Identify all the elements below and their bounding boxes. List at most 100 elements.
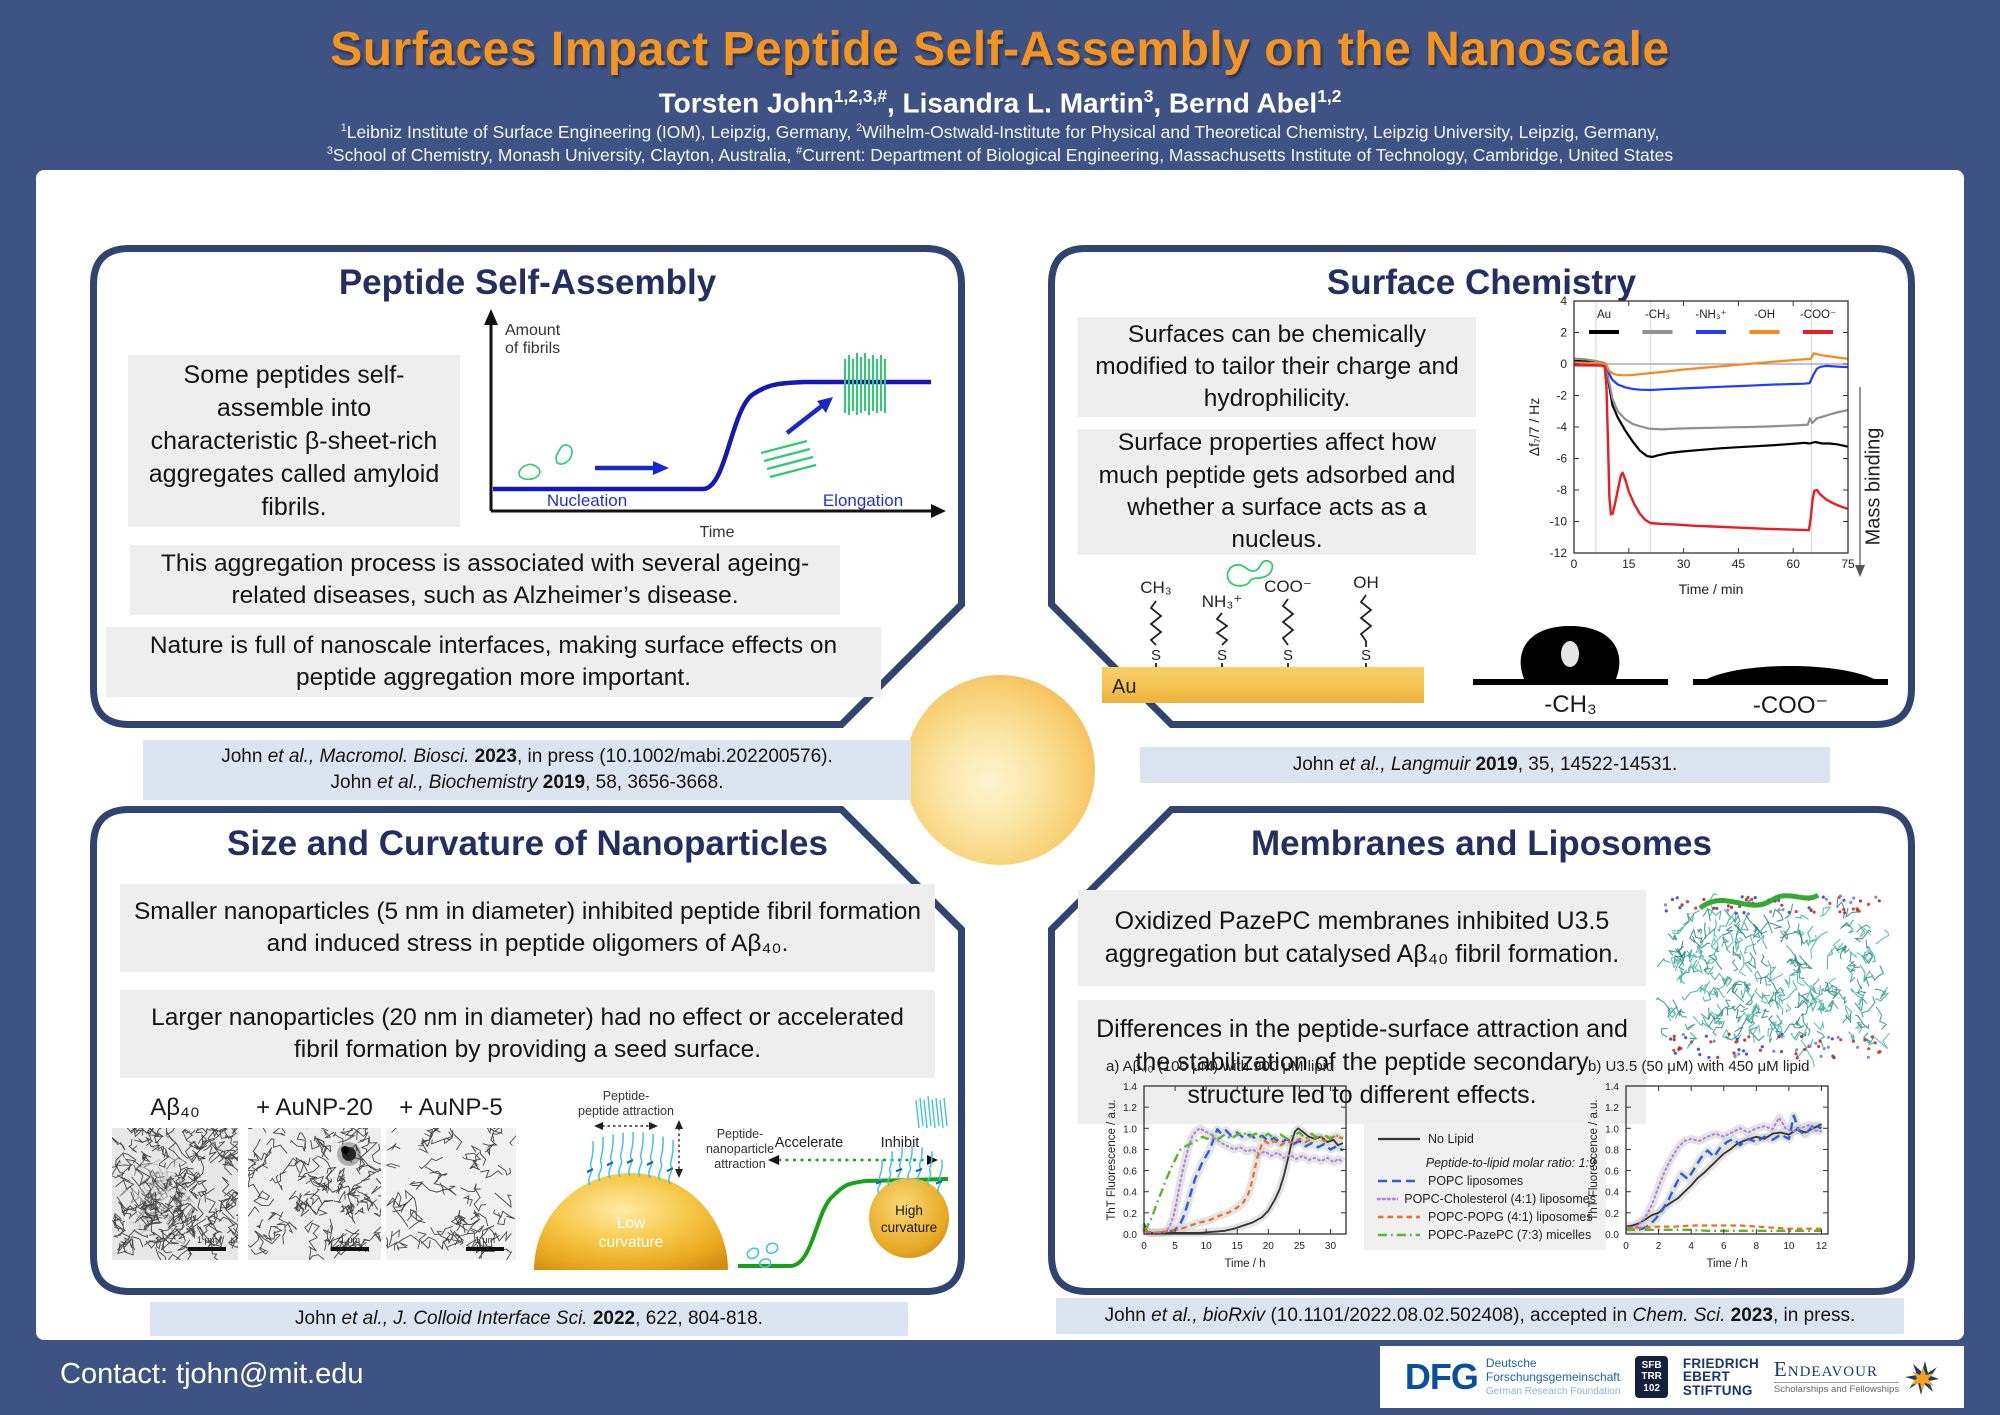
svg-text:0.0: 0.0	[1123, 1230, 1137, 1241]
contact-angle-image-coo	[1693, 666, 1888, 685]
svg-text:-2: -2	[1556, 389, 1567, 403]
peptide-np-label-1: Peptide-	[717, 1127, 764, 1141]
endeavour-name: Endeavour	[1773, 1357, 1878, 1381]
sfb-line2: TRR	[1641, 1371, 1662, 1383]
low-curvature-nanoparticle	[534, 1173, 728, 1270]
svg-text:-NH₃⁺: -NH₃⁺	[1695, 309, 1726, 321]
svg-text:2: 2	[1560, 326, 1567, 340]
panel-nanoparticles: Size and Curvature of Nanoparticles Smal…	[90, 806, 965, 1295]
svg-text:10: 10	[1783, 1241, 1795, 1252]
svg-text:0.4: 0.4	[1605, 1188, 1619, 1199]
elongation-label: Elongation	[823, 491, 903, 510]
affiliations-line-2: 3School of Chemistry, Monash University,…	[326, 145, 1674, 165]
svg-text:10: 10	[1201, 1241, 1213, 1252]
contact-info: Contact: tjohn@mit.edu	[60, 1358, 364, 1390]
svg-text:0: 0	[1141, 1241, 1147, 1252]
fibril-growth-curve	[493, 379, 931, 492]
sulfur-label: S	[1217, 647, 1227, 664]
peptide-surface-textbox: Differences in the peptide-surface attra…	[1078, 1000, 1646, 1124]
low-curvature-label-2: curvature	[599, 1234, 664, 1251]
monomer-icons	[746, 1242, 779, 1269]
high-curvature-label-1: High	[895, 1203, 923, 1218]
small-nanoparticles-textbox: Smaller nanoparticles (5 nm in diameter)…	[120, 884, 935, 972]
headgroup-coo-label: COO⁻	[1264, 577, 1312, 596]
dfg-line2: Forschungsgemeinschaft	[1485, 1369, 1620, 1384]
panel-membranes: Membranes and Liposomes Oxidized PazePC …	[1048, 806, 1915, 1295]
thiol-chains	[1149, 594, 1373, 667]
sfb-trr102-logo: SFB TRR 102	[1635, 1355, 1668, 1399]
peptide-intro-textbox: Some peptides self-assemble into charact…	[128, 355, 460, 527]
fes-line2: EBERT	[1682, 1369, 1731, 1385]
nucleation-label: Nucleation	[547, 491, 627, 510]
fes-line3: STIFTUNG	[1682, 1382, 1753, 1398]
gold-substrate	[1102, 667, 1424, 703]
dfg-line1: Deutsche	[1485, 1356, 1537, 1371]
svg-text:-6: -6	[1556, 452, 1567, 466]
panel-title: Size and Curvature of Nanoparticles	[227, 824, 828, 863]
fes-line1: FRIEDRICH	[1682, 1356, 1760, 1372]
sulfur-label: S	[1151, 647, 1161, 664]
low-curvature-peptides	[586, 1131, 674, 1186]
reference-line: John et al., Langmuir 2019, 35, 14522-14…	[1292, 754, 1678, 776]
tem-image-ab40: 1 μm	[112, 1128, 238, 1260]
svg-text:0.6: 0.6	[1123, 1167, 1137, 1178]
dfg-subtitle: German Research Foundation	[1485, 1385, 1621, 1397]
endeavour-logo: Endeavour Scholarships and Fellowships	[1773, 1357, 1940, 1395]
tem-label-ab40: Aβ₄₀	[150, 1094, 200, 1121]
sulfur-label: S	[1283, 647, 1293, 664]
affiliations-line-1: 1Leibniz Institute of Surface Engineerin…	[340, 122, 1660, 142]
chart-b-title: b) U3.5 (50 μM) with 450 μM lipid	[1588, 1058, 1810, 1075]
svg-text:Time / h: Time / h	[1706, 1258, 1747, 1270]
svg-text:1.2: 1.2	[1605, 1103, 1619, 1114]
svg-text:30: 30	[1325, 1241, 1337, 1252]
low-curvature-label-1: Low	[617, 1215, 646, 1232]
accelerate-label: Accelerate	[775, 1135, 844, 1151]
svg-text:ThT Fluorescence / a.u.: ThT Fluorescence / a.u.	[1106, 1099, 1118, 1220]
svg-text:-12: -12	[1550, 546, 1568, 560]
dfg-logo: DFG Deutsche Forschungsgemeinschaft Germ…	[1405, 1356, 1621, 1398]
diagram-ylabel-line1: Amount	[505, 322, 561, 339]
svg-text:5: 5	[1172, 1241, 1178, 1252]
svg-text:20: 20	[1263, 1241, 1275, 1252]
svg-text:0: 0	[1571, 557, 1578, 571]
svg-text:45: 45	[1732, 557, 1746, 571]
svg-text:Δf₇/7 / Hz: Δf₇/7 / Hz	[1528, 398, 1542, 457]
sulfur-label: S	[1361, 647, 1371, 664]
fibril-icon	[844, 353, 886, 415]
friedrich-ebert-stiftung-logo: FRIEDRICH EBERT STIFTUNG	[1683, 1357, 1759, 1397]
aggregation-curve	[738, 1177, 949, 1268]
tem-label-aunp5: + AuNP-5	[399, 1094, 503, 1121]
oligomer-icon	[760, 439, 817, 479]
svg-text:0.0: 0.0	[1605, 1230, 1619, 1241]
tem-image-aunp5: 1 μm	[386, 1128, 516, 1260]
surface-modification-textbox: Surfaces can be chemically modified to t…	[1078, 317, 1476, 417]
svg-text:6: 6	[1721, 1241, 1727, 1252]
contact-angle-image-ch3	[1473, 626, 1668, 685]
diagram-xlabel: Time	[700, 524, 735, 541]
svg-text:-OH: -OH	[1754, 309, 1775, 321]
svg-text:4: 4	[1688, 1241, 1694, 1252]
contact-angle-coo-label: -COO⁻	[1752, 692, 1829, 719]
svg-text:1.4: 1.4	[1605, 1082, 1619, 1093]
svg-text:-CH₃: -CH₃	[1645, 309, 1670, 321]
svg-text:-COO⁻: -COO⁻	[1800, 309, 1836, 321]
svg-text:0.8: 0.8	[1123, 1145, 1137, 1156]
svg-text:-8: -8	[1556, 483, 1567, 497]
peptide-np-label-2: nanoparticle	[706, 1142, 774, 1156]
svg-text:0: 0	[1623, 1241, 1629, 1252]
svg-text:1.0: 1.0	[1123, 1124, 1137, 1135]
tem-label-aunp20: + AuNP-20	[256, 1094, 373, 1121]
funder-logos: DFG Deutsche Forschungsgemeinschaft Germ…	[1380, 1346, 1964, 1408]
svg-text:Time / h: Time / h	[1224, 1258, 1265, 1270]
headgroup-nh3-label: NH₃⁺	[1202, 592, 1242, 611]
dfg-abbr: DFG	[1404, 1356, 1479, 1397]
authors-line: Torsten John1,2,3,#, Lisandra L. Martin3…	[658, 86, 1342, 119]
svg-text:0: 0	[1560, 357, 1567, 371]
membrane-image	[1656, 892, 1891, 1068]
svg-text:1.0: 1.0	[1605, 1124, 1619, 1135]
svg-text:Time / min: Time / min	[1679, 581, 1744, 597]
panel-title: Peptide Self-Assembly	[338, 263, 717, 302]
reference-line: John et al., Macromol. Biosci. 2023, in …	[221, 746, 833, 768]
svg-text:25: 25	[1294, 1241, 1306, 1252]
interfaces-textbox: Nature is full of nanoscale interfaces, …	[106, 627, 881, 697]
